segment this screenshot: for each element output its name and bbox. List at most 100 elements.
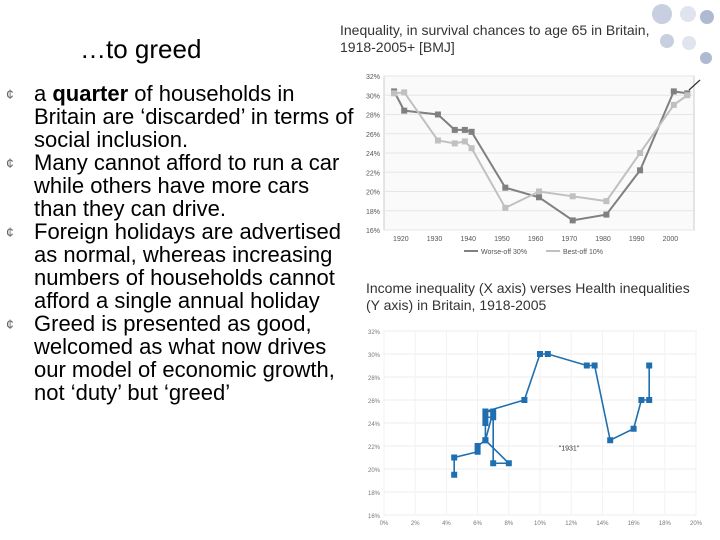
bullet-text-post: of households in Britain are ‘discarded’…: [34, 81, 354, 152]
decor-circle-2: [680, 6, 696, 22]
data-point: [482, 437, 489, 444]
x-tick-label: 16%: [628, 521, 641, 527]
y-tick-label: 20%: [366, 190, 380, 197]
data-point: [482, 408, 489, 415]
x-tick-label: 1930: [427, 236, 443, 243]
x-tick-label: 4%: [442, 521, 451, 527]
x-tick-label: 1970: [562, 236, 578, 243]
y-tick-label: 16%: [366, 228, 380, 235]
data-point: [391, 90, 398, 97]
data-point: [544, 351, 551, 357]
data-point: [468, 128, 475, 135]
data-point: [646, 397, 653, 403]
bullet-text-bold: quarter: [52, 81, 129, 106]
data-point: [583, 362, 590, 369]
data-point: [638, 397, 645, 403]
data-point: [490, 460, 497, 467]
decor-circle-5: [682, 36, 696, 50]
data-point: [474, 443, 481, 449]
x-tick-label: 2000: [663, 236, 679, 243]
data-point: [536, 188, 542, 195]
data-point: [637, 150, 644, 156]
x-tick-label: 0%: [380, 521, 389, 527]
circle-bullet-icon: ¢: [6, 155, 14, 171]
data-point: [603, 211, 610, 218]
bullet-item: ¢ Many cannot afford to run a car while …: [6, 151, 358, 220]
y-tick-label: 22%: [366, 170, 380, 177]
data-point: [630, 425, 637, 432]
data-point: [482, 420, 489, 426]
arrow-icon: [688, 79, 701, 91]
data-point: [591, 362, 598, 369]
y-tick-label: 26%: [366, 132, 380, 139]
y-tick-label: 26%: [368, 399, 381, 405]
data-point: [451, 471, 458, 478]
data-point: [569, 193, 576, 200]
bullet-text: Foreign holidays are advertised as norma…: [34, 219, 341, 313]
y-tick-label: 32%: [366, 74, 380, 81]
y-tick-label: 16%: [368, 514, 381, 520]
annotation-label: "1931": [559, 446, 580, 453]
decor-circle-6: [700, 52, 712, 64]
data-point: [451, 454, 458, 461]
legend-label: Best-off 10%: [563, 249, 603, 256]
x-tick-label: 2%: [411, 521, 420, 527]
y-tick-label: 32%: [368, 330, 381, 336]
y-tick-label: 28%: [368, 376, 381, 382]
circle-bullet-icon: ¢: [6, 86, 14, 102]
data-point: [461, 126, 468, 133]
bullet-item: ¢ Greed is presented as good, welcomed a…: [6, 312, 358, 404]
x-tick-label: 12%: [565, 521, 578, 527]
bullet-text: Greed is presented as good, welcomed as …: [34, 311, 335, 405]
bullet-text-pre: a: [34, 81, 53, 106]
y-tick-label: 24%: [368, 422, 381, 428]
bullet-item: ¢ a quarter of households in Britain are…: [6, 82, 358, 151]
data-point: [537, 351, 543, 357]
y-tick-label: 20%: [368, 468, 381, 474]
data-point: [603, 198, 610, 205]
survival-chances-line-chart: 16% 18% 20% 22% 24% 26% 28% 30% 32% 1920 1930 1940 1…: [366, 74, 701, 256]
income-vs-health-scatter-chart: 16% 18% 20% 22% 24% 26% 28% 30% 32% 0% 2% 4% 6% 8% 10%…: [368, 330, 703, 527]
y-tick-label: 28%: [366, 113, 380, 120]
x-tick-label: 6%: [473, 521, 482, 527]
data-point: [670, 101, 677, 108]
y-tick-label: 30%: [366, 93, 380, 100]
x-tick-label: 1940: [460, 236, 476, 243]
bullet-item: ¢ Foreign holidays are advertised as nor…: [6, 220, 358, 312]
decor-circle-3: [700, 10, 714, 24]
data-point: [482, 414, 489, 421]
x-tick-label: 8%: [504, 521, 513, 527]
x-tick-label: 1920: [393, 236, 409, 243]
data-point: [434, 111, 441, 118]
data-point: [490, 408, 497, 415]
data-point: [502, 184, 509, 191]
y-tick-label: 18%: [366, 209, 380, 216]
data-point: [434, 137, 441, 144]
bullet-text: Many cannot afford to run a car while ot…: [34, 150, 340, 221]
x-tick-label: 1980: [595, 236, 611, 243]
data-point: [474, 448, 481, 455]
data-point: [401, 89, 408, 96]
x-tick-label: 1960: [528, 236, 544, 243]
decor-circle-4: [660, 34, 674, 48]
y-tick-label: 30%: [368, 353, 381, 359]
legend-label: Worse-off 30%: [481, 249, 527, 256]
x-tick-label: 18%: [659, 521, 672, 527]
y-tick-label: 18%: [368, 491, 381, 497]
data-point: [646, 362, 653, 369]
y-tick-label: 22%: [368, 445, 381, 451]
data-point: [684, 92, 691, 99]
decor-circle-1: [652, 4, 672, 24]
data-point: [521, 397, 528, 403]
data-point: [536, 194, 542, 201]
data-point: [505, 460, 512, 467]
chart-1-title: Inequality, in survival chances to age 6…: [340, 22, 650, 55]
bullet-list: ¢ a quarter of households in Britain are…: [6, 82, 358, 404]
x-tick-label: 1990: [629, 236, 645, 243]
data-point: [490, 414, 497, 421]
y-tick-label: 24%: [366, 151, 380, 158]
data-point: [607, 437, 614, 444]
data-point: [451, 140, 458, 147]
data-point: [461, 138, 468, 145]
data-point: [670, 88, 677, 95]
